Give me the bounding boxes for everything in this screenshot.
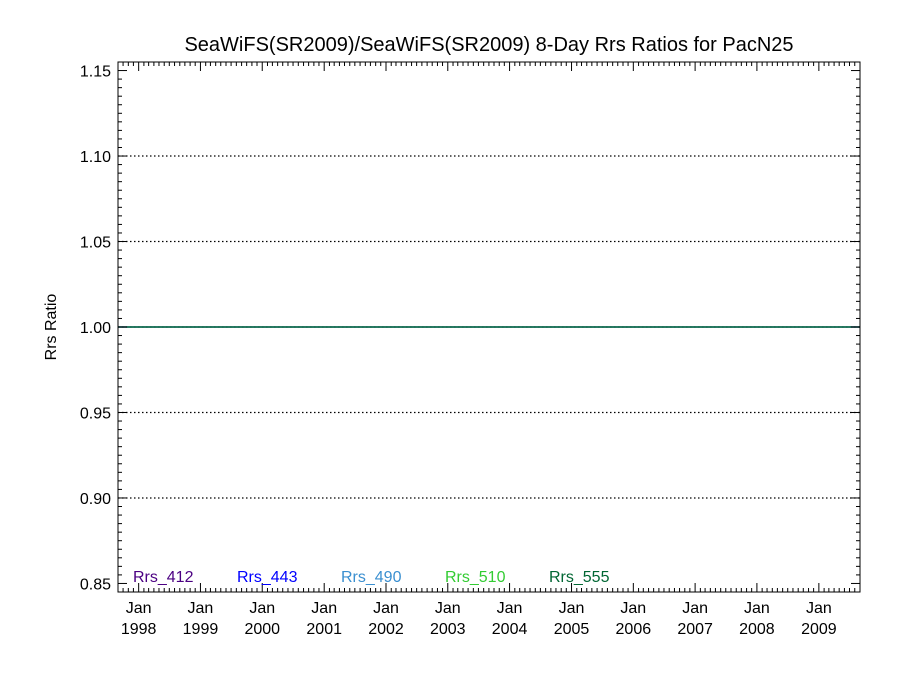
x-tick-month: Jan <box>620 600 646 617</box>
x-tick-month: Jan <box>311 600 337 617</box>
y-tick-label: 1.05 <box>80 235 111 252</box>
x-tick-month: Jan <box>682 600 708 617</box>
y-tick-label: 1.15 <box>80 64 111 81</box>
x-tick-month: Jan <box>188 600 214 617</box>
x-tick-month: Jan <box>249 600 275 617</box>
x-axis-ticks: Jan 1998 Jan 1999 Jan 2000 Jan 2001 Jan 2002 Jan 20… <box>117 62 861 638</box>
chart-title: SeaWiFS(SR2009)/SeaWiFS(SR2009) 8-Day Rr… <box>184 34 793 56</box>
legend-entry: Rrs_490 <box>341 569 402 586</box>
x-tick-year: 2000 <box>244 621 280 638</box>
x-tick-month: Jan <box>559 600 585 617</box>
x-tick-year: 2006 <box>616 621 652 638</box>
y-tick-label: 1.10 <box>80 149 111 166</box>
y-axis-ticks: 0.85 0.90 0.95 1.00 1.05 1.10 1.15 <box>80 61 860 593</box>
legend: Rrs_412 Rrs_443 Rrs_490 Rrs_510 Rrs_555 <box>133 569 610 586</box>
x-tick-year: 2009 <box>801 621 837 638</box>
x-tick-month: Jan <box>126 600 152 617</box>
x-tick-year: 2008 <box>739 621 775 638</box>
legend-entry: Rrs_555 <box>549 569 610 586</box>
y-tick-label: 0.90 <box>80 491 111 508</box>
x-tick-year: 2007 <box>677 621 713 638</box>
legend-entry: Rrs_510 <box>445 569 506 586</box>
x-tick-month: Jan <box>806 600 832 617</box>
x-tick-year: 2004 <box>492 621 528 638</box>
x-tick-year: 2002 <box>368 621 404 638</box>
x-tick-month: Jan <box>373 600 399 617</box>
y-tick-label: 1.00 <box>80 320 111 337</box>
x-tick-year: 2003 <box>430 621 466 638</box>
y-axis-label: Rrs Ratio <box>43 294 60 361</box>
x-tick-month: Jan <box>435 600 461 617</box>
legend-entry: Rrs_412 <box>133 569 194 586</box>
y-tick-label: 0.85 <box>80 576 111 593</box>
x-tick-year: 1999 <box>183 621 219 638</box>
x-tick-year: 2005 <box>554 621 590 638</box>
y-tick-label: 0.95 <box>80 405 111 422</box>
x-tick-month: Jan <box>744 600 770 617</box>
x-tick-year: 2001 <box>306 621 342 638</box>
legend-entry: Rrs_443 <box>237 569 298 586</box>
x-tick-year: 1998 <box>121 621 157 638</box>
x-tick-month: Jan <box>497 600 523 617</box>
